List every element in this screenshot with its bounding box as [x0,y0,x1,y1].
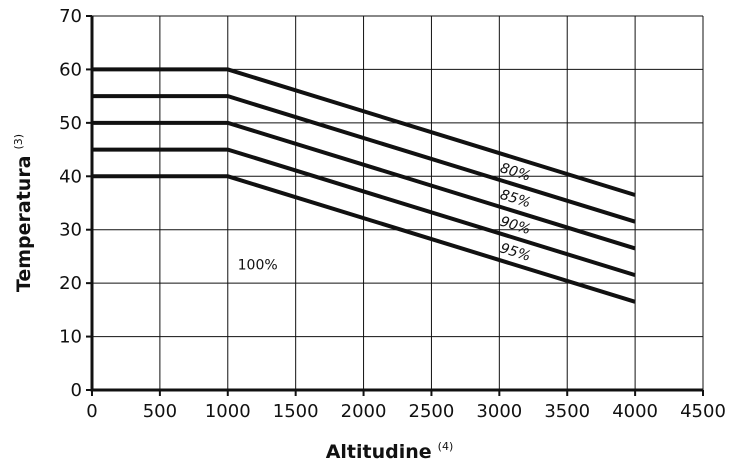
y-axis-title: Temperatura(3) [12,134,35,292]
x-tick-label: 1000 [205,401,251,422]
axes [86,15,704,396]
y-tick-label: 10 [59,327,82,348]
series-line-2 [92,120,636,251]
y-tick-label: 0 [71,380,82,401]
y-tick-label: 60 [59,59,82,80]
y-tick-label: 30 [59,220,82,241]
x-tick-label: 3000 [476,401,522,422]
x-tick-label: 0 [86,401,97,422]
axis-titles: Altitudine (4) Temperatura(3) [12,134,453,463]
x-tick-label: 3500 [544,401,590,422]
y-tick-label: 50 [59,113,82,134]
x-tick-label: 2000 [341,401,387,422]
series-line-0 [92,67,636,197]
x-tick-label: 4000 [612,401,658,422]
annotation-label: 100% [238,257,278,273]
x-tick-label: 4500 [680,401,726,422]
x-tick-label: 1500 [273,401,319,422]
y-tick-label: 40 [59,166,82,187]
y-tick-label: 70 [59,6,82,27]
x-tick-label: 2500 [409,401,455,422]
series-line-3 [92,147,636,278]
series-line-1 [92,94,636,224]
y-tick-label: 20 [59,273,82,294]
x-tick-label: 500 [143,401,177,422]
x-axis-title: Altitudine (4) [326,440,454,463]
tick-labels: 0 500 1000 1500 2000 2500 3000 3500 4000 4500 0 10 2… [59,6,726,422]
series-lines [92,67,636,304]
series-line-4 [92,174,636,304]
